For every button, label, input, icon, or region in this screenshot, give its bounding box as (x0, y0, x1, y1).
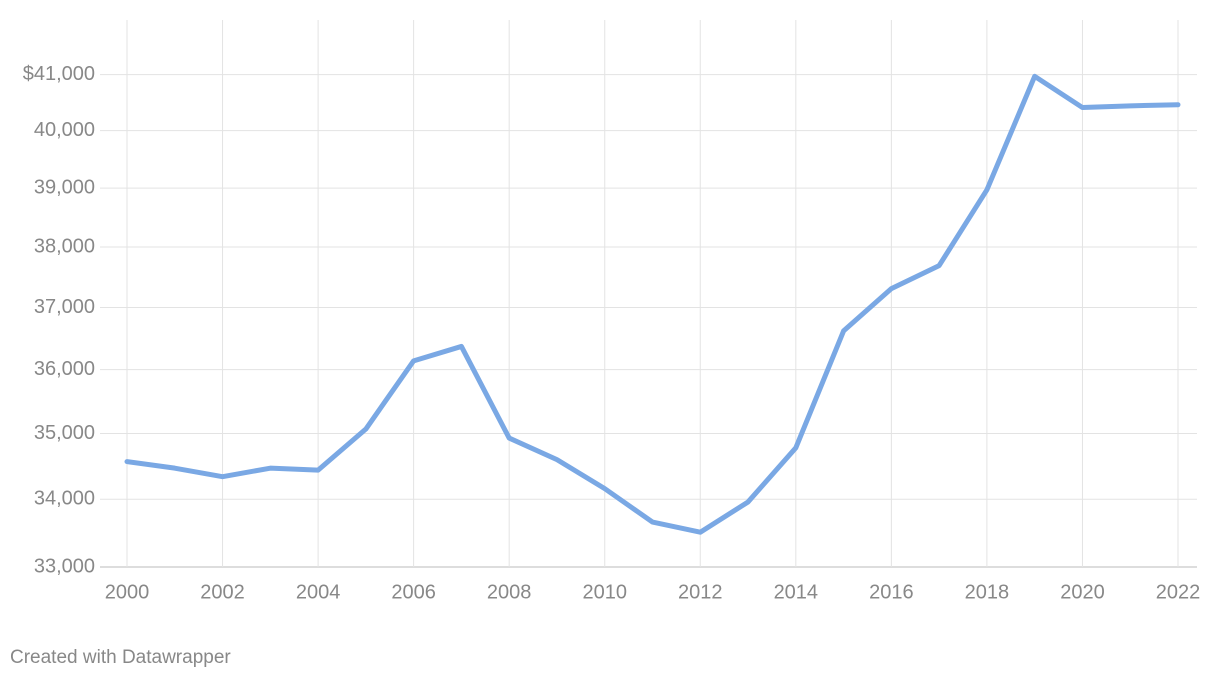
y-tick-label: $41,000 (23, 63, 95, 85)
y-tick-label: 37,000 (34, 296, 95, 318)
x-tick-label: 2000 (105, 581, 150, 603)
line (124, 73, 1181, 535)
x-tick-label: 2020 (1060, 581, 1105, 603)
y-tick-label: 35,000 (34, 422, 95, 444)
y-tick-label: 39,000 (34, 176, 95, 198)
x-tick-label: 2022 (1156, 581, 1201, 603)
x-tick-label: 2004 (296, 581, 341, 603)
footer: Created with Datawrapper (10, 647, 231, 668)
x-tick-label: 2012 (678, 581, 723, 603)
x-tick-label: 2014 (774, 581, 819, 603)
x-tick-label: 2016 (869, 581, 914, 603)
x-tick-label: 2002 (200, 581, 245, 603)
y-tick-label: 33,000 (34, 555, 95, 577)
x-tick-label: 2006 (391, 581, 436, 603)
x-tick-label: 2010 (582, 581, 627, 603)
y-tick-label: 36,000 (34, 358, 95, 380)
x-tick-label: 2008 (487, 581, 532, 603)
y-tick-label: 34,000 (34, 488, 95, 510)
x-tick-label: 2018 (965, 581, 1010, 603)
y-tick-label: 38,000 (34, 235, 95, 257)
y-tick-label: 40,000 (34, 119, 95, 141)
